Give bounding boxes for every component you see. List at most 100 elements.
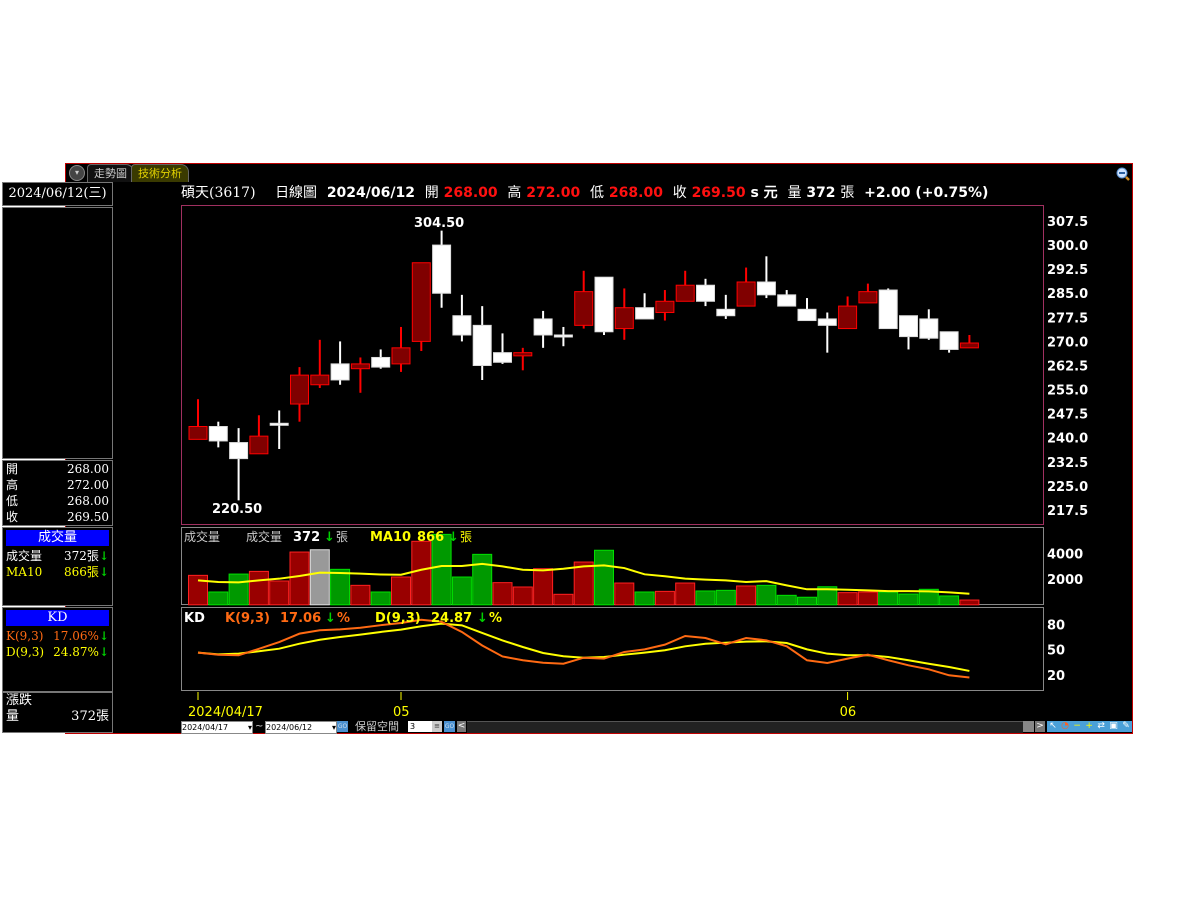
candle <box>838 296 858 330</box>
candle <box>594 276 614 335</box>
candle <box>858 283 878 304</box>
k-value: 17.06% <box>53 629 99 643</box>
price-tick-label: 292.5 <box>1047 263 1088 278</box>
volume-bar <box>614 582 635 606</box>
quote-date: 2024/06/12 <box>326 185 415 201</box>
volume-bar <box>857 591 878 606</box>
candle-body <box>675 284 695 302</box>
swap-icon[interactable]: ⇄ <box>1097 721 1105 731</box>
volume-bar <box>188 574 208 606</box>
candle <box>797 298 817 322</box>
candle <box>919 309 939 340</box>
tab-technical-analysis[interactable]: 技術分析 <box>131 164 189 182</box>
candle <box>188 399 208 440</box>
ma10-value: 866張 <box>64 565 99 579</box>
volume-tick-label: 4000 <box>1047 548 1083 563</box>
wrench-icon[interactable]: ✎ <box>1122 721 1130 731</box>
minus-icon[interactable]: − <box>1073 721 1081 731</box>
price-change: +2.00 (+0.75%) <box>864 185 989 201</box>
volume-bar <box>512 586 533 606</box>
zoom-out-icon[interactable] <box>1116 166 1130 181</box>
candle-body <box>391 347 411 365</box>
volume-legend-unit: 張 <box>336 530 348 544</box>
end-date-value: 2024/06/12 <box>266 723 313 732</box>
kd-tick-label: 20 <box>1047 669 1065 684</box>
volume-bar <box>797 596 817 606</box>
ma10-legend-label: MA10 <box>370 530 411 545</box>
candle-body <box>899 315 918 338</box>
scrollbar-thumb[interactable] <box>1023 721 1034 732</box>
candle-body <box>452 315 472 336</box>
price-unit: s 元 <box>750 185 778 201</box>
ma10-legend-value: 866 <box>417 530 444 545</box>
reserve-space-spinner[interactable]: ≡ <box>432 721 442 732</box>
candle-body <box>858 291 878 304</box>
candle <box>513 347 533 371</box>
arrow-down-icon: ↓ <box>477 611 488 626</box>
candle <box>269 410 289 449</box>
candle <box>208 421 228 448</box>
arrow-down-icon: ↓ <box>98 549 109 563</box>
candle <box>350 357 370 393</box>
price-panel-frame <box>181 205 1044 525</box>
current-date-box: 2024/06/12(三) <box>2 182 113 206</box>
arrow-up-left-icon[interactable]: ↖ <box>1049 721 1057 731</box>
volume-info-panel: 成交量 成交量 372張↓ MA10 866張↓ <box>2 527 113 606</box>
price-tick-label: 240.0 <box>1047 432 1088 447</box>
chart-scrollbar[interactable] <box>467 721 1023 733</box>
change-panel: 漲跌 量 372張 <box>2 692 113 733</box>
candle-body <box>533 318 553 336</box>
close-label: 收 <box>6 510 19 524</box>
volume-bar <box>756 584 777 606</box>
date-go-button[interactable]: GO <box>337 721 348 732</box>
reserve-go-button[interactable]: GO <box>444 721 455 732</box>
clock-icon[interactable]: ◔ <box>1061 721 1070 731</box>
volume-panel-title: 成交量 <box>184 529 220 544</box>
d-row: D(9,3) 24.87%↓ <box>3 644 112 660</box>
candle <box>959 334 979 349</box>
reserve-space-input[interactable]: 3 <box>408 721 432 732</box>
end-date-select[interactable]: 2024/06/12 ▾ <box>265 721 337 734</box>
candle <box>574 270 594 329</box>
menu-dropdown-button[interactable]: ▾ <box>69 165 85 181</box>
candle-body <box>574 291 594 326</box>
candle <box>391 326 411 372</box>
close-label: 收 <box>672 185 687 201</box>
candle <box>939 331 959 353</box>
candle <box>290 367 309 422</box>
volume-bar <box>208 591 229 606</box>
chart-type: 日線圖 <box>275 185 318 201</box>
candle <box>371 349 391 369</box>
start-date-select[interactable]: 2024/04/17 ▾ <box>181 721 253 734</box>
volume-value: 372 <box>806 185 836 201</box>
date-range-tilde: ~ <box>255 721 264 732</box>
close-row: 收 269.50 <box>3 509 112 525</box>
volume-bar <box>451 576 472 606</box>
scroll-right-button[interactable]: > <box>1035 721 1045 732</box>
info-blank-panel <box>2 207 113 459</box>
candle <box>696 278 715 307</box>
price-tick-label: 225.0 <box>1047 480 1088 495</box>
candle <box>472 306 492 380</box>
candle-body <box>229 442 249 460</box>
high-label: 高 <box>6 478 19 492</box>
volume-bar <box>269 580 290 606</box>
candle-body <box>919 318 939 339</box>
candle-body <box>330 363 350 381</box>
d-legend-value: 24.87 <box>431 611 472 626</box>
candle-body <box>716 308 736 317</box>
tab-trend[interactable]: 走勢圖 <box>87 164 134 182</box>
plus-icon[interactable]: + <box>1085 721 1093 731</box>
candle-body <box>411 262 431 342</box>
volume-bar <box>634 591 655 606</box>
candle-body <box>756 281 776 296</box>
volume-bar <box>533 568 554 606</box>
candle-body <box>635 307 655 320</box>
fit-screen-icon[interactable]: ▣ <box>1109 721 1118 731</box>
k-line <box>197 618 970 679</box>
chart-tools-bar: ↖ ◔ − + ⇄ ▣ ✎ <box>1047 721 1132 732</box>
scroll-left-button[interactable]: < <box>457 721 466 732</box>
volume-bar <box>939 595 960 606</box>
high-label: 高 <box>507 185 522 201</box>
